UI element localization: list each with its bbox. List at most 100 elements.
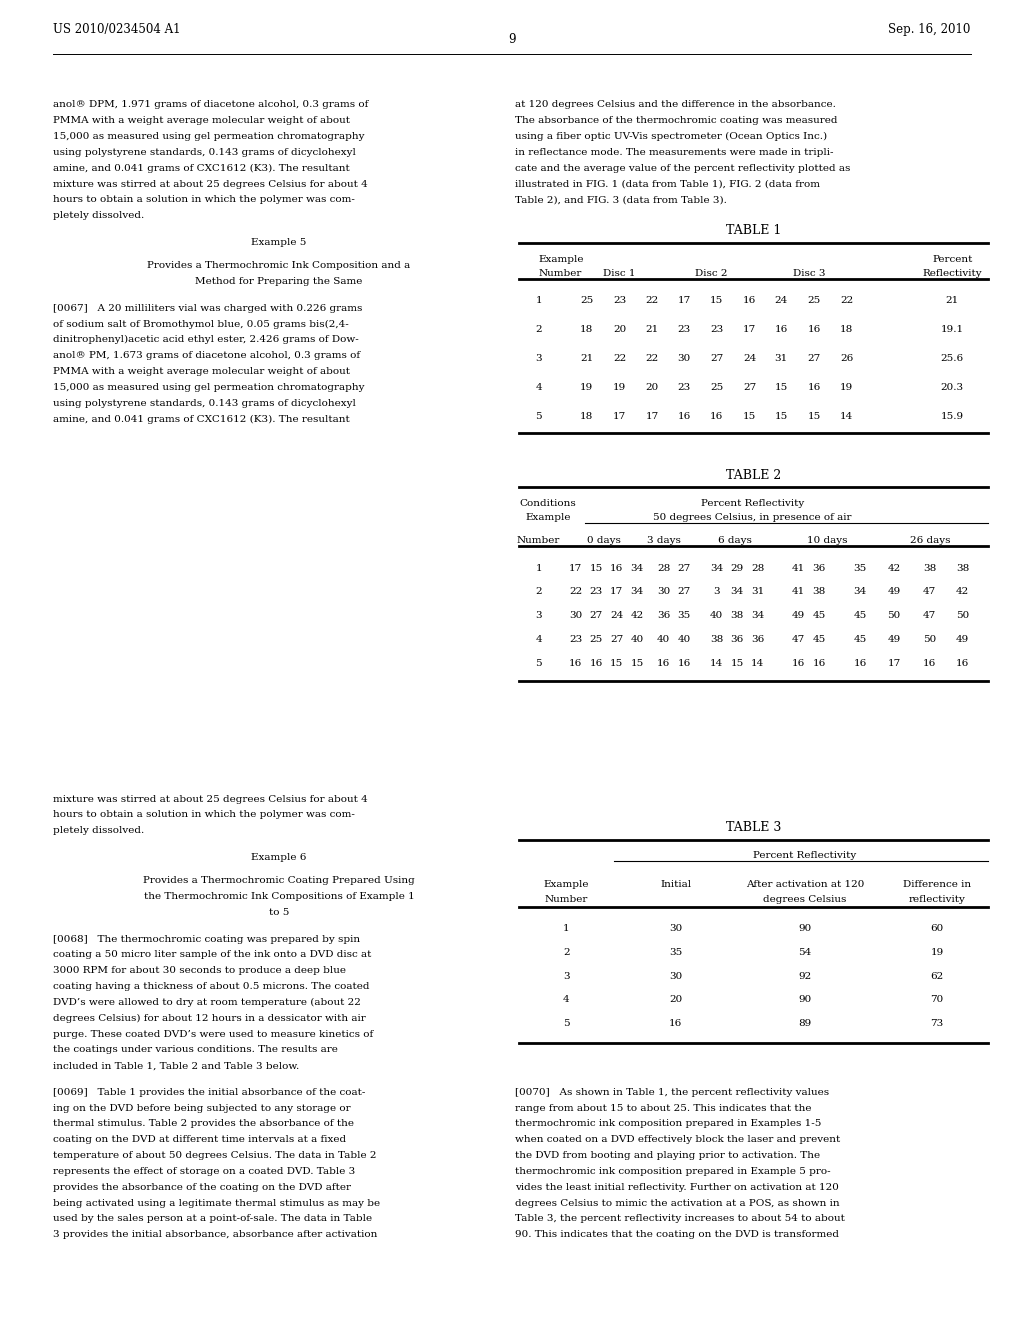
Text: 25.6: 25.6 (941, 354, 964, 363)
Text: 20: 20 (613, 325, 626, 334)
Text: 25: 25 (590, 635, 602, 644)
Text: 15: 15 (808, 412, 820, 421)
Text: 28: 28 (657, 564, 670, 573)
Text: 21: 21 (946, 296, 958, 305)
Text: 24: 24 (743, 354, 756, 363)
Text: included in Table 1, Table 2 and Table 3 below.: included in Table 1, Table 2 and Table 3… (53, 1061, 299, 1071)
Text: 16: 16 (610, 564, 623, 573)
Text: 50: 50 (956, 611, 969, 620)
Text: 16: 16 (813, 659, 825, 668)
Text: Example 5: Example 5 (251, 238, 307, 247)
Text: 15.9: 15.9 (941, 412, 964, 421)
Text: Disc 3: Disc 3 (793, 269, 825, 279)
Text: hours to obtain a solution in which the polymer was com-: hours to obtain a solution in which the … (53, 810, 355, 820)
Text: 5: 5 (563, 1019, 569, 1028)
Text: 19: 19 (613, 383, 626, 392)
Text: pletely dissolved.: pletely dissolved. (53, 826, 144, 836)
Text: 17: 17 (888, 659, 900, 668)
Text: 20: 20 (670, 995, 682, 1005)
Text: Table 2), and FIG. 3 (data from Table 3).: Table 2), and FIG. 3 (data from Table 3)… (515, 195, 727, 205)
Text: 31: 31 (752, 587, 764, 597)
Text: 19: 19 (581, 383, 593, 392)
Text: 49: 49 (888, 587, 900, 597)
Text: 19: 19 (931, 948, 943, 957)
Text: 45: 45 (813, 611, 825, 620)
Text: 30: 30 (670, 972, 682, 981)
Text: 22: 22 (646, 296, 658, 305)
Text: 30: 30 (569, 611, 582, 620)
Text: 34: 34 (631, 587, 643, 597)
Text: 50: 50 (888, 611, 900, 620)
Text: Example: Example (544, 880, 589, 890)
Text: 21: 21 (581, 354, 593, 363)
Text: 15: 15 (590, 564, 602, 573)
Text: 34: 34 (711, 564, 723, 573)
Text: provides the absorbance of the coating on the DVD after: provides the absorbance of the coating o… (53, 1183, 351, 1192)
Text: anol® PM, 1.673 grams of diacetone alcohol, 0.3 grams of: anol® PM, 1.673 grams of diacetone alcoh… (53, 351, 360, 360)
Text: 50: 50 (924, 635, 936, 644)
Text: 23: 23 (711, 325, 723, 334)
Text: 40: 40 (631, 635, 643, 644)
Text: 16: 16 (711, 412, 723, 421)
Text: Number: Number (545, 895, 588, 904)
Text: 4: 4 (536, 635, 542, 644)
Text: 14: 14 (841, 412, 853, 421)
Text: reflectivity: reflectivity (908, 895, 966, 904)
Text: 38: 38 (813, 587, 825, 597)
Text: 22: 22 (613, 354, 626, 363)
Text: 35: 35 (678, 611, 690, 620)
Text: of sodium salt of Bromothymol blue, 0.05 grams bis(2,4-: of sodium salt of Bromothymol blue, 0.05… (53, 319, 349, 329)
Text: illustrated in FIG. 1 (data from Table 1), FIG. 2 (data from: illustrated in FIG. 1 (data from Table 1… (515, 180, 820, 189)
Text: 25: 25 (808, 296, 820, 305)
Text: 17: 17 (610, 587, 623, 597)
Text: [0067]   A 20 milliliters vial was charged with 0.226 grams: [0067] A 20 milliliters vial was charged… (53, 304, 362, 313)
Text: 2: 2 (563, 948, 569, 957)
Text: 22: 22 (569, 587, 582, 597)
Text: DVD’s were allowed to dry at room temperature (about 22: DVD’s were allowed to dry at room temper… (53, 998, 361, 1007)
Text: 38: 38 (731, 611, 743, 620)
Text: ing on the DVD before being subjected to any storage or: ing on the DVD before being subjected to… (53, 1104, 351, 1113)
Text: the Thermochromic Ink Compositions of Example 1: the Thermochromic Ink Compositions of Ex… (143, 892, 415, 902)
Text: 15: 15 (775, 412, 787, 421)
Text: Example: Example (539, 255, 584, 264)
Text: at 120 degrees Celsius and the difference in the absorbance.: at 120 degrees Celsius and the differenc… (515, 100, 836, 110)
Text: 0 days: 0 days (587, 536, 622, 545)
Text: 27: 27 (678, 564, 690, 573)
Text: Provides a Thermochromic Ink Composition and a: Provides a Thermochromic Ink Composition… (147, 261, 411, 271)
Text: 54: 54 (799, 948, 811, 957)
Text: coating a 50 micro liter sample of the ink onto a DVD disc at: coating a 50 micro liter sample of the i… (53, 950, 372, 960)
Text: 36: 36 (752, 635, 764, 644)
Text: 1: 1 (563, 924, 569, 933)
Text: Percent Reflectivity: Percent Reflectivity (754, 851, 856, 861)
Text: 15: 15 (610, 659, 623, 668)
Text: 35: 35 (670, 948, 682, 957)
Text: mixture was stirred at about 25 degrees Celsius for about 4: mixture was stirred at about 25 degrees … (53, 180, 368, 189)
Text: degrees Celsius to mimic the activation at a POS, as shown in: degrees Celsius to mimic the activation … (515, 1199, 840, 1208)
Text: 38: 38 (711, 635, 723, 644)
Text: 47: 47 (924, 587, 936, 597)
Text: Provides a Thermochromic Coating Prepared Using: Provides a Thermochromic Coating Prepare… (143, 876, 415, 886)
Text: amine, and 0.041 grams of CXC1612 (K3). The resultant: amine, and 0.041 grams of CXC1612 (K3). … (53, 164, 350, 173)
Text: 14: 14 (752, 659, 764, 668)
Text: 15,000 as measured using gel permeation chromatography: 15,000 as measured using gel permeation … (53, 383, 365, 392)
Text: PMMA with a weight average molecular weight of about: PMMA with a weight average molecular wei… (53, 367, 350, 376)
Text: 3: 3 (536, 354, 542, 363)
Text: 1: 1 (536, 564, 542, 573)
Text: 16: 16 (924, 659, 936, 668)
Text: 3 days: 3 days (646, 536, 681, 545)
Text: 5: 5 (536, 412, 542, 421)
Text: 3: 3 (714, 587, 720, 597)
Text: 30: 30 (657, 587, 670, 597)
Text: 27: 27 (711, 354, 723, 363)
Text: 60: 60 (931, 924, 943, 933)
Text: 19.1: 19.1 (941, 325, 964, 334)
Text: US 2010/0234504 A1: US 2010/0234504 A1 (53, 22, 181, 36)
Text: Number: Number (539, 269, 582, 279)
Text: anol® DPM, 1.971 grams of diacetone alcohol, 0.3 grams of: anol® DPM, 1.971 grams of diacetone alco… (53, 100, 369, 110)
Text: 2: 2 (536, 587, 542, 597)
Text: pletely dissolved.: pletely dissolved. (53, 211, 144, 220)
Text: TABLE 1: TABLE 1 (726, 224, 781, 238)
Text: 16: 16 (569, 659, 582, 668)
Text: Method for Preparing the Same: Method for Preparing the Same (196, 277, 362, 286)
Text: 20.3: 20.3 (941, 383, 964, 392)
